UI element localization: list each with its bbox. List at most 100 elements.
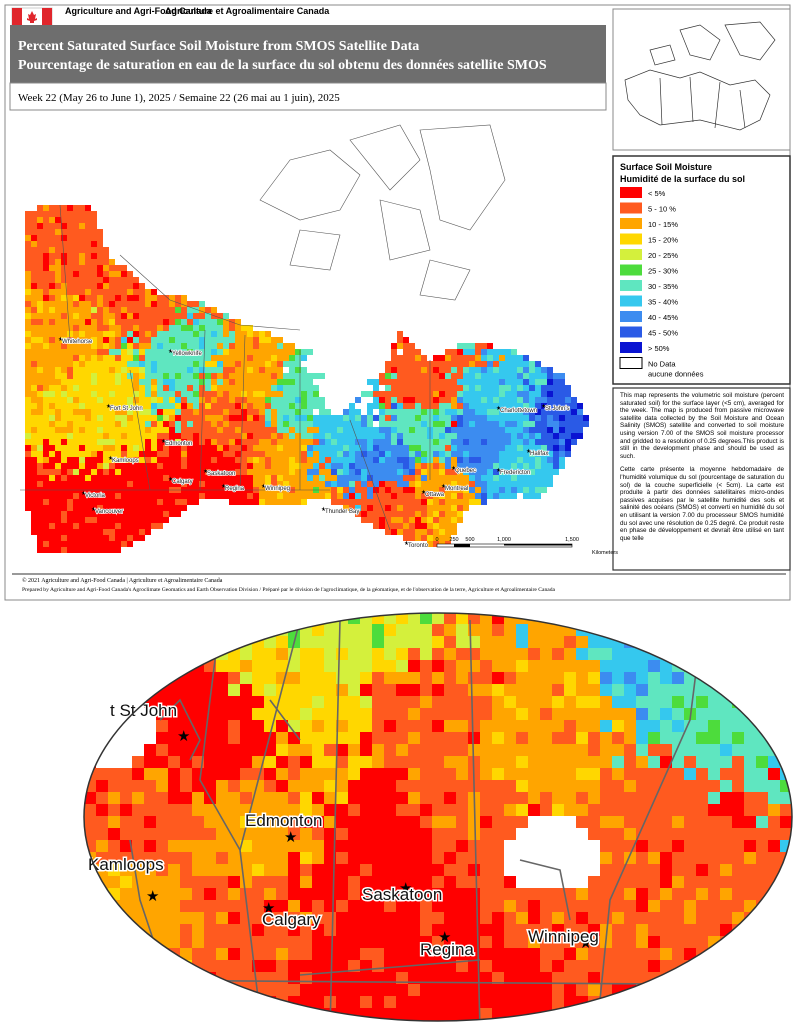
soil-cell	[91, 277, 97, 283]
soil-cell	[169, 463, 175, 469]
soil-cell	[696, 648, 708, 660]
soil-cell	[325, 475, 331, 481]
soil-cell	[385, 493, 391, 499]
soil-cell	[55, 391, 61, 397]
soil-cell	[199, 403, 205, 409]
soil-cell	[511, 481, 517, 487]
soil-cell	[121, 355, 127, 361]
soil-cell	[684, 828, 696, 840]
soil-cell	[85, 355, 91, 361]
soil-cell	[151, 445, 157, 451]
soil-cell	[132, 912, 144, 924]
soil-cell	[660, 900, 672, 912]
soil-cell	[360, 816, 372, 828]
soil-cell	[696, 888, 708, 900]
soil-cell	[433, 433, 439, 439]
soil-cell	[67, 271, 73, 277]
soil-cell	[156, 804, 168, 816]
soil-cell	[355, 451, 361, 457]
soil-cell	[96, 732, 108, 744]
soil-cell	[708, 876, 720, 888]
soil-cell	[397, 481, 403, 487]
soil-cell	[307, 385, 313, 391]
soil-cell	[151, 523, 157, 529]
soil-cell	[84, 756, 96, 768]
soil-cell	[288, 912, 300, 924]
soil-cell	[108, 852, 120, 864]
soil-cell	[355, 505, 361, 511]
soil-cell	[271, 397, 277, 403]
soil-cell	[708, 912, 720, 924]
soil-cell	[312, 864, 324, 876]
soil-cell	[73, 211, 79, 217]
soil-cell	[421, 499, 427, 505]
soil-cell	[600, 960, 612, 972]
soil-cell	[301, 403, 307, 409]
soil-cell	[67, 295, 73, 301]
soil-cell	[409, 361, 415, 367]
soil-cell	[121, 433, 127, 439]
soil-cell	[505, 403, 511, 409]
soil-cell	[396, 744, 408, 756]
soil-cell	[468, 684, 480, 696]
soil-cell	[115, 463, 121, 469]
soil-cell	[180, 960, 192, 972]
soil-cell	[325, 439, 331, 445]
soil-cell	[312, 648, 324, 660]
soil-cell	[115, 283, 121, 289]
soil-cell	[55, 331, 61, 337]
soil-cell	[103, 277, 109, 283]
soil-cell	[276, 828, 288, 840]
soil-cell	[31, 523, 37, 529]
soil-cell	[397, 463, 403, 469]
soil-cell	[211, 433, 217, 439]
soil-cell	[235, 439, 241, 445]
soil-cell	[432, 888, 444, 900]
soil-cell	[480, 804, 492, 816]
soil-cell	[109, 367, 115, 373]
soil-cell	[391, 505, 397, 511]
soil-cell	[252, 888, 264, 900]
soil-cell	[103, 301, 109, 307]
soil-cell	[547, 439, 553, 445]
soil-cell	[109, 535, 115, 541]
soil-cell	[588, 732, 600, 744]
soil-cell	[505, 487, 511, 493]
soil-cell	[708, 672, 720, 684]
soil-cell	[163, 361, 169, 367]
soil-cell	[463, 433, 469, 439]
soil-cell	[133, 421, 139, 427]
soil-cell	[636, 864, 648, 876]
soil-cell	[253, 415, 259, 421]
soil-cell	[373, 421, 379, 427]
soil-cell	[79, 361, 85, 367]
soil-cell	[97, 523, 103, 529]
soil-cell	[415, 355, 421, 361]
soil-cell	[361, 373, 367, 379]
soil-cell	[67, 325, 73, 331]
soil-cell	[228, 780, 240, 792]
soil-cell	[180, 708, 192, 720]
soil-cell	[612, 816, 624, 828]
soil-cell	[432, 613, 444, 624]
soil-cell	[216, 852, 228, 864]
soil-cell	[132, 720, 144, 732]
soil-cell	[151, 373, 157, 379]
soil-cell	[337, 379, 343, 385]
soil-cell	[223, 337, 229, 343]
soil-cell	[300, 828, 312, 840]
soil-cell	[55, 265, 61, 271]
soil-cell	[355, 475, 361, 481]
soil-cell	[163, 511, 169, 517]
soil-cell	[276, 792, 288, 804]
soil-cell	[528, 708, 540, 720]
soil-cell	[192, 888, 204, 900]
soil-cell	[523, 367, 529, 373]
soil-cell	[445, 379, 451, 385]
soil-cell	[55, 307, 61, 313]
soil-cell	[348, 756, 360, 768]
soil-cell	[492, 924, 504, 936]
soil-cell	[229, 451, 235, 457]
soil-cell	[660, 636, 672, 648]
soil-cell	[475, 379, 481, 385]
